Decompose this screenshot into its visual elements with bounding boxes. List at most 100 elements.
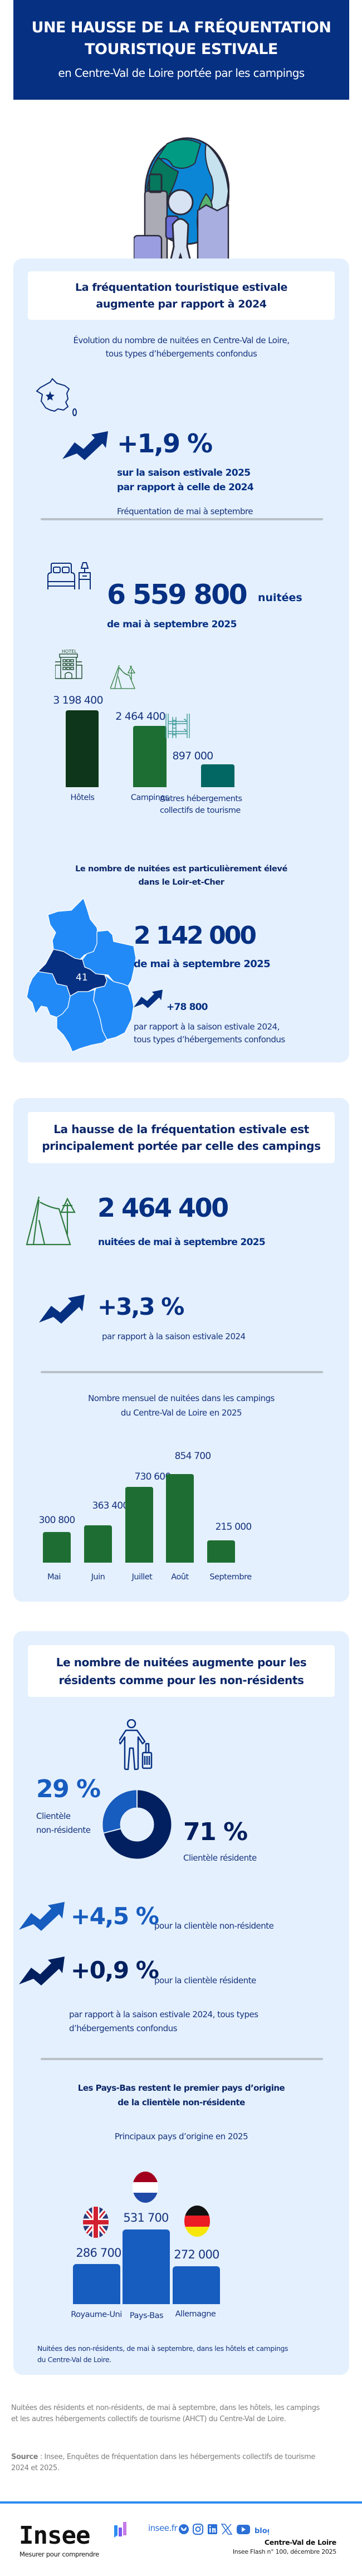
total-nights-period: de mai à septembre 2025 xyxy=(107,619,237,630)
bar-label-aout: Août xyxy=(171,1573,189,1582)
bar-septembre xyxy=(207,1540,235,1563)
x-icon[interactable] xyxy=(221,2524,233,2535)
germany-flag-icon xyxy=(184,2206,210,2237)
nonres-change-value: +4,5 % xyxy=(71,1902,159,1930)
bar-value-allemagne: 272 000 xyxy=(174,2248,219,2261)
change-desc-line1: sur la saison estivale 2025 xyxy=(117,467,251,479)
bar-value-aout: 854 700 xyxy=(174,1451,212,1462)
bar-label-mai: Mai xyxy=(47,1573,61,1582)
hotel-icon: HOTEL xyxy=(55,649,82,679)
bar-juin xyxy=(84,1525,112,1563)
youtube-icon[interactable] xyxy=(237,2525,250,2534)
section-card-clientele: Le nombre de nuitées augmente pour les r… xyxy=(13,1631,349,2375)
section-title-box: Le nombre de nuitées augmente pour les r… xyxy=(28,1645,335,1697)
change-desc-line2: par rapport à celle de 2024 xyxy=(117,482,254,493)
svg-text:HOTEL: HOTEL xyxy=(62,649,77,654)
bar-value-campings: 2 464 400 xyxy=(115,710,165,723)
divider xyxy=(41,518,323,520)
page-subtitle: en Centre-Val de Loire portée par les ca… xyxy=(58,66,305,80)
nonres-label-line1: Clientèle xyxy=(36,1811,71,1821)
section-title-line1: Le nombre de nuitées augmente pour les xyxy=(56,1656,307,1669)
bar-mai xyxy=(43,1532,71,1563)
bar-value-pays-bas: 531 700 xyxy=(123,2211,169,2224)
divider xyxy=(41,2058,323,2060)
bar-label-autres: Autres hébergements collectifs de touris… xyxy=(160,794,242,815)
section-title-line2: augmente par rapport à 2024 xyxy=(96,298,267,310)
header-banner: UNE HAUSSE DE LA FRÉQUENTATION TOURISTIQ… xyxy=(13,0,349,100)
intro-text-line1: Évolution du nombre de nuitées en Centre… xyxy=(73,335,290,345)
section-title-line1: La hausse de la fréquentation estivale e… xyxy=(53,1123,309,1136)
section-card-frequentation: La fréquentation touristique estivale au… xyxy=(13,258,349,1062)
chart-title-line2: du Centre-Val de Loire en 2025 xyxy=(120,1408,242,1418)
source-note-line2: 2024 et 2025. xyxy=(11,2464,60,2472)
bar-value-mai: 300 800 xyxy=(38,1515,76,1526)
insee-tagline: Mesurer pour comprendre xyxy=(19,2550,99,2558)
bar-label-septembre: Septembre xyxy=(209,1573,252,1582)
bar-aout xyxy=(166,1474,194,1563)
countries-note-line1: Nuitées des non-résidents, de mai à sept… xyxy=(37,2344,288,2353)
bluesky-icon[interactable] xyxy=(179,2524,189,2534)
change-percent: +1,9 % xyxy=(117,428,213,458)
insee-logo-text[interactable]: Insee xyxy=(19,2521,90,2550)
camping-nights-desc: nuitées de mai à septembre 2025 xyxy=(98,1237,266,1248)
tent-icon xyxy=(26,1196,76,1246)
dept-37 xyxy=(26,971,71,1018)
camping-change-desc: par rapport à la saison estivale 2024 xyxy=(102,1331,246,1341)
camping-nights-value: 2 464 400 xyxy=(97,1193,229,1223)
countries-note-line2: du Centre-Val de Loire. xyxy=(37,2355,111,2364)
trend-up-arrow-icon xyxy=(19,1902,65,1931)
dept-heading-line2: dans le Loir-et-Cher xyxy=(138,878,224,887)
total-nights-value: 6 559 800 xyxy=(107,579,248,611)
travel-globe-icon xyxy=(134,137,229,281)
bar-campings xyxy=(133,726,167,787)
scope-note-line2: et les autres hébergements collectifs de… xyxy=(11,2415,286,2423)
total-nights-unit: nuitées xyxy=(258,592,302,604)
res-percent: 71 % xyxy=(183,1818,248,1846)
nonres-percent: 29 % xyxy=(36,1775,101,1803)
blog-icon[interactable]: blog xyxy=(255,2527,269,2535)
instagram-icon[interactable] xyxy=(193,2524,203,2535)
bar-value-royaume-uni: 286 700 xyxy=(76,2246,121,2260)
bar-value-autres: 897 000 xyxy=(172,750,214,762)
insee-logo-bars-icon xyxy=(114,2522,126,2538)
traveler-icon xyxy=(119,1719,153,1770)
res-label: Clientèle résidente xyxy=(183,1853,257,1863)
bed-icon xyxy=(47,562,91,589)
source-text: : Insee, Enquêtes de fréquentation dans … xyxy=(38,2453,316,2461)
insee-site-link[interactable]: insee.fr xyxy=(148,2523,178,2533)
section-title-line2: résidents comme pour les non-résidents xyxy=(58,1674,304,1687)
res-change-label: pour la clientèle résidente xyxy=(154,1975,256,1985)
dept-nights-value: 2 142 000 xyxy=(134,921,257,950)
source-label: Source xyxy=(11,2453,38,2461)
section-card-campings: La hausse de la fréquentation estivale e… xyxy=(13,1098,349,1602)
bar-label-royaume-uni: Royaume-Uni xyxy=(71,2310,122,2319)
bar-label-pays-bas: Pays-Bas xyxy=(129,2311,164,2320)
bar-label-juillet: Juillet xyxy=(131,1573,153,1582)
scope-note-line1: Nuitées des résidents et non-résidents, … xyxy=(11,2404,320,2412)
donut-chart-clientele xyxy=(102,1790,172,1859)
nonres-change-label: pour la clientèle non-résidente xyxy=(154,1921,274,1931)
svg-text:blog: blog xyxy=(255,2527,269,2535)
divider xyxy=(41,1371,323,1373)
change-note: Fréquentation de mai à septembre xyxy=(117,506,253,516)
footer-accent-line xyxy=(0,2501,362,2504)
section-title-box: La fréquentation touristique estivale au… xyxy=(28,271,335,320)
netherlands-flag-icon xyxy=(133,2172,158,2203)
dept-period: de mai à septembre 2025 xyxy=(134,958,271,970)
bar-juillet xyxy=(125,1487,153,1563)
trend-up-arrow-icon xyxy=(134,989,163,1008)
chart-title-line1: Nombre mensuel de nuitées dans les campi… xyxy=(88,1393,275,1403)
bar-label-allemagne: Allemagne xyxy=(175,2310,216,2319)
res-change-value: +0,9 % xyxy=(71,1957,159,1984)
linkedin-icon[interactable] xyxy=(208,2524,217,2534)
region-departments-map: 41 xyxy=(26,897,136,1052)
bar-value-juillet: 730 600 xyxy=(134,1471,172,1482)
change-note-line1: par rapport à la saison estivale 2024, t… xyxy=(69,2009,258,2019)
nonres-label-line2: non-résidente xyxy=(36,1825,91,1835)
bar-value-hotels: 3 198 400 xyxy=(53,694,103,706)
bar-value-septembre: 215 000 xyxy=(215,1521,252,1533)
bar-hotels xyxy=(66,710,99,787)
countries-subtitle: Principaux pays d’origine en 2025 xyxy=(114,2131,248,2141)
page-title-line1: UNE HAUSSE DE LA FRÉQUENTATION xyxy=(31,19,331,36)
france-map-icon xyxy=(36,378,77,416)
